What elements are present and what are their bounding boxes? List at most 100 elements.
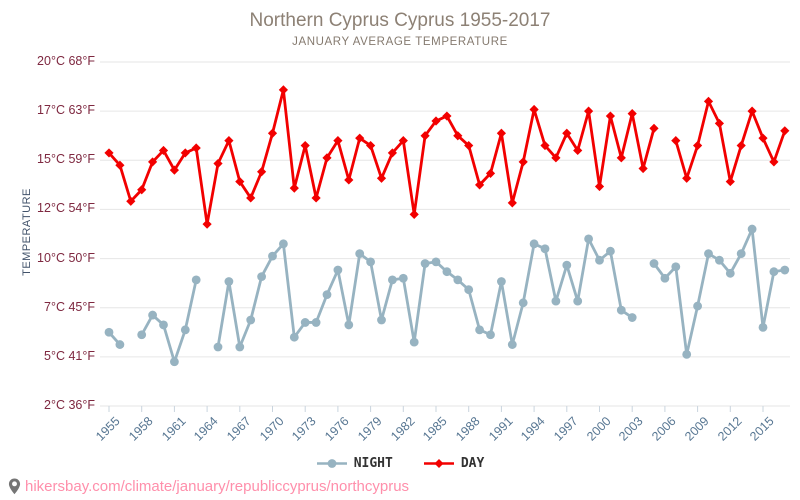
legend-item-day[interactable]: DAY xyxy=(423,456,484,471)
data-point-day[interactable] xyxy=(257,167,267,177)
data-point-day[interactable] xyxy=(736,140,746,151)
data-point-night[interactable] xyxy=(758,322,768,332)
legend-item-night[interactable]: NIGHT xyxy=(316,456,393,471)
data-point-night[interactable] xyxy=(148,310,158,320)
data-point-day[interactable] xyxy=(311,193,321,203)
data-point-day[interactable] xyxy=(638,163,648,174)
data-point-day[interactable] xyxy=(540,140,550,151)
data-point-night[interactable] xyxy=(388,275,397,285)
data-point-day[interactable] xyxy=(235,176,245,187)
data-point-day[interactable] xyxy=(148,157,158,167)
data-point-night[interactable] xyxy=(257,272,266,281)
data-point-night[interactable] xyxy=(224,277,234,286)
data-point-day[interactable] xyxy=(126,196,136,206)
data-point-day[interactable] xyxy=(529,104,539,115)
data-point-night[interactable] xyxy=(736,249,746,259)
data-point-day[interactable] xyxy=(213,158,223,169)
data-point-day[interactable] xyxy=(137,185,147,195)
data-point-day[interactable] xyxy=(496,128,506,138)
data-point-day[interactable] xyxy=(573,145,583,156)
data-point-night[interactable] xyxy=(551,296,561,306)
data-point-day[interactable] xyxy=(398,136,408,146)
data-point-day[interactable] xyxy=(682,173,692,183)
data-point-night[interactable] xyxy=(311,318,321,327)
data-point-day[interactable] xyxy=(780,126,790,136)
data-point-night[interactable] xyxy=(584,234,593,244)
data-point-day[interactable] xyxy=(246,193,256,203)
data-point-day[interactable] xyxy=(322,153,332,163)
data-point-day[interactable] xyxy=(453,131,463,141)
data-point-night[interactable] xyxy=(704,249,713,259)
data-point-night[interactable] xyxy=(104,327,114,337)
data-point-night[interactable] xyxy=(507,340,517,349)
data-point-night[interactable] xyxy=(279,239,288,249)
data-point-day[interactable] xyxy=(431,116,441,126)
data-point-night[interactable] xyxy=(780,265,790,275)
data-point-night[interactable] xyxy=(595,255,604,265)
data-point-day[interactable] xyxy=(387,148,397,158)
data-point-day[interactable] xyxy=(758,133,768,143)
data-point-day[interactable] xyxy=(551,153,561,163)
data-point-night[interactable] xyxy=(289,332,299,342)
data-point-day[interactable] xyxy=(605,111,615,121)
data-point-night[interactable] xyxy=(409,337,419,347)
data-point-day[interactable] xyxy=(158,145,169,156)
data-point-night[interactable] xyxy=(300,318,310,327)
data-point-day[interactable] xyxy=(442,111,452,121)
data-point-day[interactable] xyxy=(584,106,594,116)
data-point-day[interactable] xyxy=(475,180,485,190)
data-point-night[interactable] xyxy=(475,325,484,335)
data-point-day[interactable] xyxy=(725,176,735,187)
data-point-day[interactable] xyxy=(267,128,278,138)
data-point-night[interactable] xyxy=(268,251,277,261)
data-point-night[interactable] xyxy=(377,315,386,325)
data-point-day[interactable] xyxy=(104,148,114,158)
data-point-night[interactable] xyxy=(486,330,495,340)
data-point-night[interactable] xyxy=(246,315,256,325)
data-point-day[interactable] xyxy=(180,148,190,158)
data-point-day[interactable] xyxy=(300,140,310,151)
data-point-night[interactable] xyxy=(616,305,626,315)
data-point-day[interactable] xyxy=(289,183,299,193)
data-point-day[interactable] xyxy=(627,109,637,119)
data-point-night[interactable] xyxy=(191,275,201,285)
data-point-day[interactable] xyxy=(224,136,234,146)
data-point-day[interactable] xyxy=(485,168,496,178)
data-point-night[interactable] xyxy=(213,342,223,352)
data-point-night[interactable] xyxy=(529,239,539,249)
data-point-night[interactable] xyxy=(431,257,441,267)
data-point-day[interactable] xyxy=(202,219,212,229)
data-point-day[interactable] xyxy=(693,140,703,151)
data-point-day[interactable] xyxy=(409,209,419,219)
data-point-night[interactable] xyxy=(333,265,343,275)
data-point-night[interactable] xyxy=(573,296,583,306)
data-point-night[interactable] xyxy=(137,330,147,340)
data-point-day[interactable] xyxy=(366,140,376,151)
data-point-night[interactable] xyxy=(747,224,757,234)
data-point-night[interactable] xyxy=(518,298,528,308)
data-point-night[interactable] xyxy=(464,285,474,295)
data-point-night[interactable] xyxy=(627,313,637,322)
data-point-day[interactable] xyxy=(747,106,757,116)
data-point-night[interactable] xyxy=(355,249,365,259)
data-point-day[interactable] xyxy=(649,123,659,133)
data-point-night[interactable] xyxy=(562,260,572,270)
data-point-night[interactable] xyxy=(366,257,375,267)
data-point-day[interactable] xyxy=(376,173,387,183)
data-point-night[interactable] xyxy=(322,290,332,300)
data-point-night[interactable] xyxy=(115,340,125,349)
data-point-day[interactable] xyxy=(714,118,724,129)
data-point-night[interactable] xyxy=(660,273,670,283)
data-point-night[interactable] xyxy=(398,273,408,283)
data-point-day[interactable] xyxy=(278,85,288,95)
data-point-night[interactable] xyxy=(671,262,681,272)
data-point-night[interactable] xyxy=(159,320,168,330)
source-url-link[interactable]: hikersbay.com/climate/january/republiccy… xyxy=(25,478,410,495)
data-point-night[interactable] xyxy=(649,259,659,268)
data-point-day[interactable] xyxy=(464,140,474,151)
data-point-night[interactable] xyxy=(442,267,452,277)
data-point-day[interactable] xyxy=(518,157,528,167)
data-point-day[interactable] xyxy=(169,165,179,175)
data-point-day[interactable] xyxy=(703,96,714,106)
data-point-day[interactable] xyxy=(420,131,430,141)
